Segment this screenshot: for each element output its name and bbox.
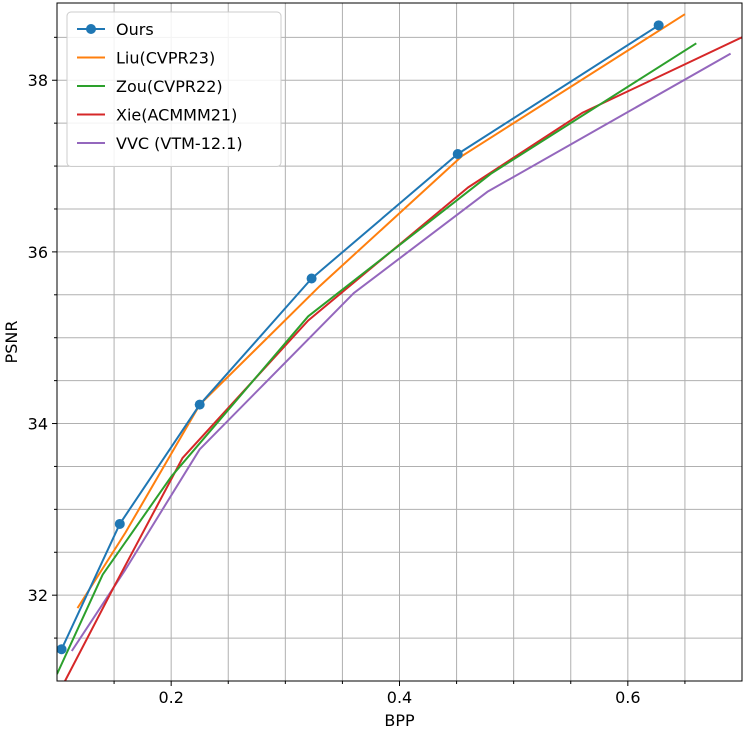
data-point <box>194 399 205 410</box>
y-tick-label: 32 <box>28 586 48 605</box>
legend-marker <box>86 24 96 34</box>
series-line <box>76 13 686 609</box>
x-axis: 0.2 0.4 0.6 <box>113 681 686 707</box>
x-tick-label: 0.4 <box>387 688 412 707</box>
series-line <box>64 36 742 681</box>
y-tick-label: 38 <box>28 71 48 90</box>
series-line <box>57 42 697 675</box>
data-point <box>57 644 67 655</box>
grid <box>57 3 742 681</box>
y-axis: 32 34 36 38 <box>28 36 57 639</box>
data-point <box>452 149 463 160</box>
series-line <box>60 24 660 650</box>
series-layer <box>57 13 742 681</box>
legend-box <box>66 11 282 167</box>
x-axis-label: BPP <box>384 711 415 730</box>
y-tick-label: 34 <box>28 415 48 434</box>
y-axis-label: PSNR <box>2 321 21 364</box>
x-tick-label: 0.2 <box>158 688 183 707</box>
legend-entry-label: Xie(ACMMM21) <box>116 106 237 125</box>
x-tick-label: 0.6 <box>615 688 640 707</box>
y-tick-label: 36 <box>28 243 48 262</box>
legend-entry-label: Liu(CVPR23) <box>116 49 215 68</box>
legend-entry-label: Ours <box>116 20 154 39</box>
data-point <box>653 20 664 31</box>
legend-entry-label: Zou(CVPR22) <box>116 77 223 96</box>
legend-entry-label: VVC (VTM-12.1) <box>116 134 243 153</box>
data-point <box>114 518 125 529</box>
data-point <box>306 273 317 284</box>
legend: Ours Liu(CVPR23) Zou(CVPR22) Xie(ACMMM21) VV… <box>66 11 282 167</box>
